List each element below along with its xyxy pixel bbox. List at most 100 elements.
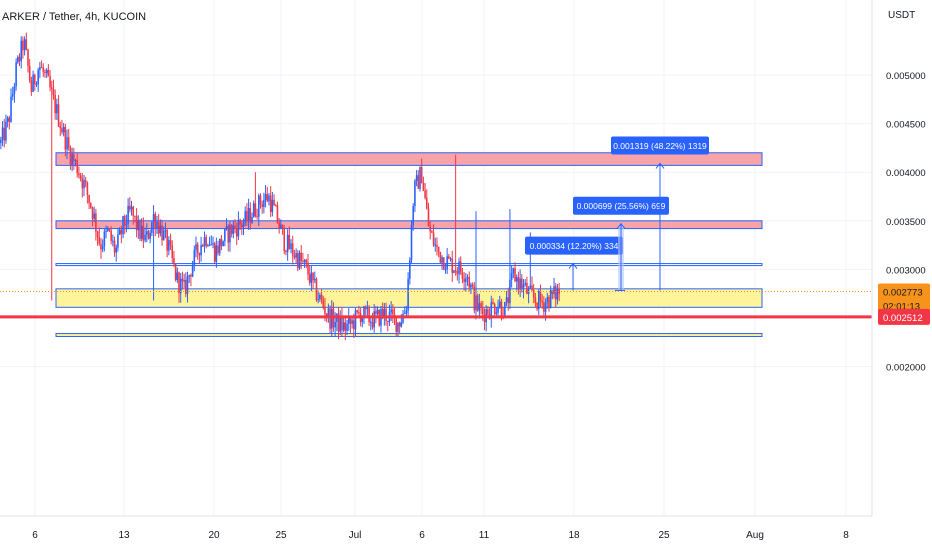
measure-callout[interactable] <box>573 196 669 215</box>
candle-body <box>251 217 253 223</box>
time-tick-label: 25 <box>658 530 670 541</box>
candle-body <box>103 231 106 247</box>
time-axis-ticks: 6 13 20 25 Jul 6 11 18 25 Aug 8 <box>32 530 849 541</box>
candle-body <box>196 244 199 253</box>
candle-body <box>461 272 464 279</box>
candle-body <box>291 243 294 256</box>
support-price-tag <box>878 308 930 325</box>
candle-body <box>386 320 389 322</box>
candle-body <box>205 237 207 246</box>
price-axis-panel[interactable] <box>872 0 932 516</box>
candle-body <box>145 231 148 235</box>
candle-body <box>493 304 496 314</box>
candle-body <box>295 253 297 258</box>
candle-body <box>137 220 140 231</box>
candle-body <box>98 237 101 244</box>
candle-body <box>191 265 194 277</box>
candle-body <box>512 268 515 274</box>
candle-body <box>532 290 535 298</box>
candle-body <box>466 277 469 279</box>
time-axis-panel[interactable] <box>0 516 932 550</box>
candle-body <box>122 216 124 235</box>
arrow-up-icon <box>568 262 578 269</box>
candle-body <box>190 275 192 277</box>
candle-body <box>492 302 494 305</box>
candle-body <box>534 297 537 303</box>
candle-body <box>319 294 321 300</box>
candle-body <box>166 230 168 251</box>
candle-body <box>339 316 342 332</box>
candle-body <box>110 230 112 241</box>
candle-body <box>176 272 179 280</box>
candle-body <box>407 278 409 311</box>
candle-body <box>515 277 518 282</box>
zone-yellow[interactable] <box>55 288 763 308</box>
candle-body <box>20 40 23 62</box>
candle-body <box>113 240 116 253</box>
candle-body <box>297 253 299 269</box>
candle-body <box>237 219 240 237</box>
candle-body <box>201 245 204 247</box>
candle-body <box>307 262 309 275</box>
candle-body <box>288 234 291 249</box>
candle-body <box>0 139 2 144</box>
candle-body <box>178 272 180 294</box>
horizontal-zones[interactable] <box>55 152 763 337</box>
candle-body <box>298 252 301 269</box>
zone-none[interactable] <box>55 263 763 267</box>
candle-body <box>556 289 559 300</box>
candle-body <box>115 247 118 253</box>
candle-body <box>6 117 9 122</box>
measure-callout-text: 0.000699 (25.56%) 699 <box>577 201 666 211</box>
candle-body <box>302 260 304 262</box>
zone-red[interactable] <box>55 220 763 230</box>
candle-body <box>224 228 226 242</box>
zone-yellow[interactable] <box>55 333 763 337</box>
candle-body <box>235 228 238 237</box>
candle-body <box>117 234 119 248</box>
candle-body <box>33 74 36 85</box>
candle-body <box>64 127 67 150</box>
candle-body <box>543 302 545 312</box>
candle-body <box>344 322 347 331</box>
candle-body <box>212 243 214 245</box>
candle-body <box>290 243 292 249</box>
candle-body <box>313 278 316 281</box>
candle-body <box>32 74 34 92</box>
candle-body <box>151 222 153 233</box>
candle-body <box>218 238 221 254</box>
candle-body <box>86 182 89 195</box>
candle-body <box>222 241 224 247</box>
candle-body <box>539 291 542 302</box>
candle-body <box>83 180 85 189</box>
candle-body <box>324 307 326 315</box>
candle-body <box>521 278 523 289</box>
candle-body <box>412 206 415 226</box>
candle-body <box>420 167 423 184</box>
candle-body <box>261 204 263 207</box>
measure-callout[interactable] <box>611 136 709 155</box>
price-lines <box>0 290 872 319</box>
candle-body <box>22 40 24 51</box>
candle-body <box>308 274 311 283</box>
candle-body <box>334 321 336 328</box>
candle-body <box>504 302 506 318</box>
candle-body <box>1 127 4 140</box>
zone-red[interactable] <box>55 152 763 166</box>
candle-body <box>23 39 26 51</box>
candle-body <box>78 173 80 176</box>
symbol-title[interactable]: ARKER / Tether, 4h, KUCOIN <box>2 11 146 23</box>
candle-body <box>28 65 31 81</box>
measure-tools[interactable]: 0.000334 (12.20%) 334 0.000699 (25.56%) 6… <box>525 136 709 291</box>
measure-callout[interactable] <box>525 236 623 255</box>
candle-body <box>478 303 481 311</box>
candle-body <box>49 76 51 88</box>
candle-body <box>280 224 282 229</box>
candle-body <box>112 240 114 242</box>
candle-body <box>373 311 375 328</box>
price-tick-label: 0.004000 <box>886 168 926 179</box>
candle-body <box>266 194 269 202</box>
time-tick-label: 13 <box>118 530 130 541</box>
